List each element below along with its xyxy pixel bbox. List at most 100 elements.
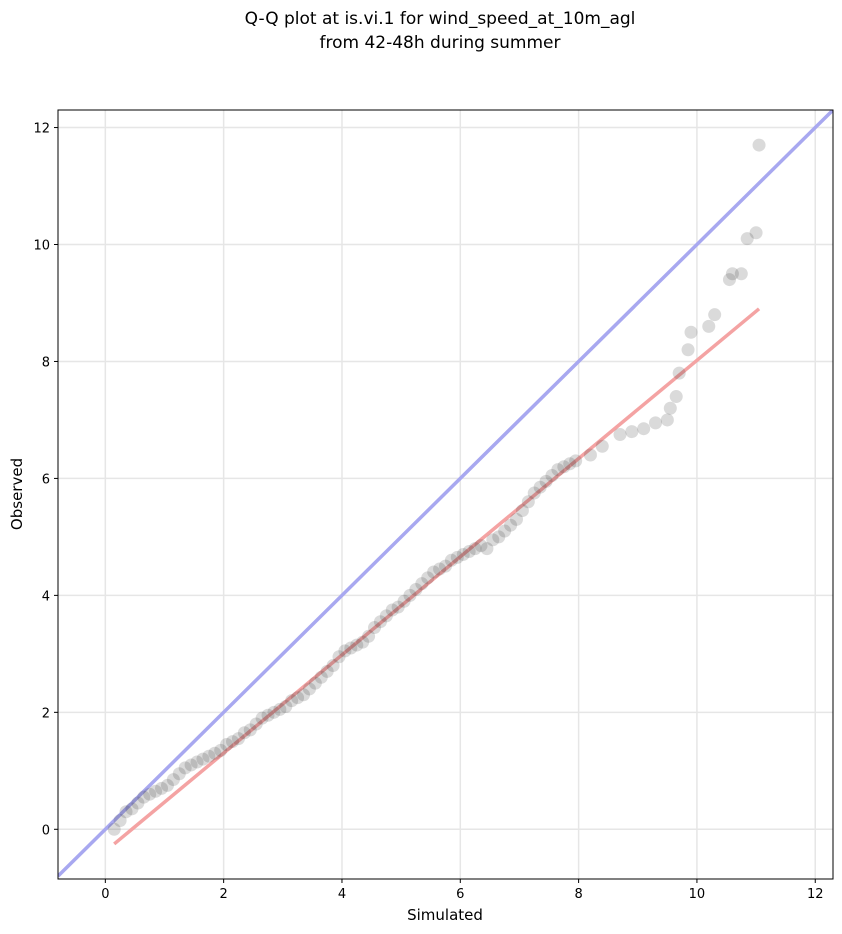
data-point — [583, 448, 597, 462]
data-point — [149, 784, 163, 798]
data-point — [172, 767, 186, 781]
x-tick-label: 2 — [220, 887, 228, 902]
data-point — [314, 670, 328, 684]
data-point — [125, 802, 139, 816]
data-point — [385, 603, 399, 617]
data-point — [421, 571, 435, 585]
data-point — [302, 682, 316, 696]
data-point — [569, 454, 583, 468]
data-point — [214, 743, 228, 757]
data-point — [285, 694, 299, 708]
y-tick-label: 12 — [33, 122, 50, 137]
data-point — [468, 542, 482, 556]
data-point — [237, 726, 251, 740]
data-point — [243, 723, 257, 737]
data-point — [474, 539, 488, 553]
data-point — [196, 752, 210, 766]
data-point — [320, 664, 334, 678]
data-point — [403, 588, 417, 602]
data-point — [208, 746, 222, 760]
y-tick-label: 4 — [42, 589, 50, 604]
data-point — [734, 267, 748, 281]
data-point — [409, 583, 423, 597]
data-point — [660, 413, 674, 427]
y-tick-label: 0 — [42, 823, 50, 838]
data-point — [672, 366, 686, 380]
data-point — [551, 463, 565, 477]
data-point — [178, 761, 192, 775]
data-point — [107, 822, 121, 836]
data-point — [509, 512, 523, 526]
data-point — [249, 717, 263, 731]
data-point — [740, 232, 754, 246]
x-tick-label: 4 — [338, 887, 346, 902]
data-point — [444, 553, 458, 567]
data-point — [362, 629, 376, 643]
data-point — [702, 319, 716, 333]
data-point — [462, 545, 476, 559]
data-point — [539, 474, 553, 488]
data-point — [397, 594, 411, 608]
data-point — [492, 530, 506, 544]
fit-line — [113, 307, 761, 846]
data-point — [486, 533, 500, 547]
data-point — [427, 565, 441, 579]
data-point — [344, 641, 358, 655]
data-point — [749, 226, 763, 240]
y-axis-label: Observed — [8, 458, 26, 530]
data-point — [190, 755, 204, 769]
data-point — [160, 778, 174, 792]
data-point — [527, 486, 541, 500]
data-point — [533, 480, 547, 494]
x-tick-label: 10 — [689, 887, 706, 902]
data-point — [356, 635, 370, 649]
data-point — [308, 676, 322, 690]
data-point — [521, 495, 535, 509]
x-axis-label: Simulated — [407, 906, 483, 924]
data-point — [433, 562, 447, 576]
data-point — [166, 773, 180, 787]
x-tick-label: 6 — [456, 887, 464, 902]
data-point — [450, 550, 464, 564]
plot-area-frame — [57, 109, 834, 880]
data-point — [681, 343, 695, 357]
data-point — [663, 401, 677, 415]
data-point — [131, 796, 145, 810]
data-point — [649, 416, 663, 430]
chart-title-line-1: Q-Q plot at is.vi.1 for wind_speed_at_10… — [245, 9, 636, 29]
x-tick-label: 8 — [574, 887, 582, 902]
data-point — [563, 457, 577, 471]
data-point — [684, 325, 698, 339]
data-point — [279, 699, 293, 713]
data-point — [261, 708, 275, 722]
reference-lines — [58, 110, 833, 878]
data-point — [752, 138, 766, 152]
y-tick-label: 10 — [33, 239, 50, 254]
data-point — [725, 267, 739, 281]
data-point — [184, 758, 198, 772]
data-points — [107, 138, 766, 836]
grid-lines — [58, 110, 833, 879]
data-point — [143, 787, 157, 801]
data-point — [373, 615, 387, 629]
data-point — [338, 644, 352, 658]
data-point — [722, 273, 736, 287]
data-point — [137, 790, 151, 804]
data-point — [557, 460, 571, 474]
chart-title-line-2: from 42-48h during summer — [320, 33, 561, 53]
y-tick-label: 8 — [42, 355, 50, 370]
data-point — [273, 702, 287, 716]
data-point — [291, 691, 305, 705]
y-tick-label: 2 — [42, 706, 50, 721]
data-point — [267, 705, 281, 719]
data-point — [368, 621, 382, 635]
data-point — [504, 518, 518, 532]
data-point — [226, 735, 240, 749]
data-point — [113, 814, 127, 828]
data-point — [220, 737, 234, 751]
data-point — [637, 422, 651, 436]
identity-line — [58, 110, 833, 878]
x-tick-label: 0 — [101, 887, 109, 902]
data-point — [350, 638, 364, 652]
